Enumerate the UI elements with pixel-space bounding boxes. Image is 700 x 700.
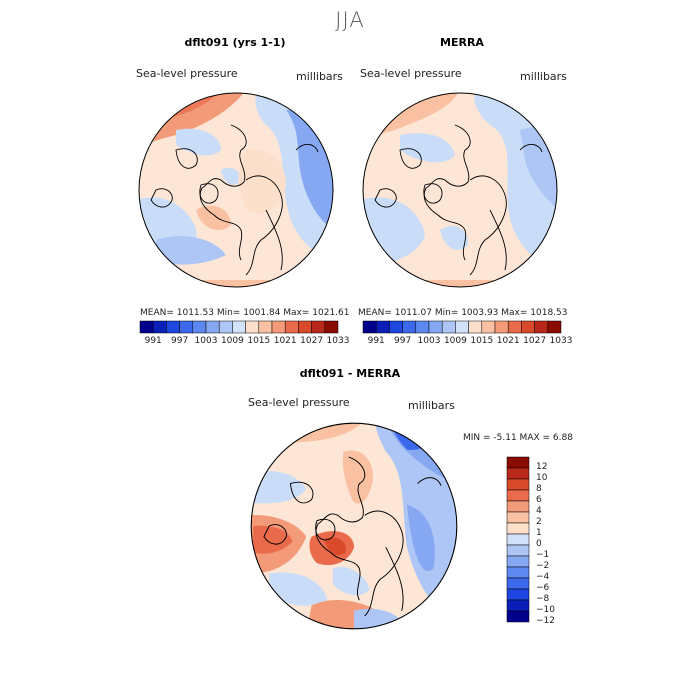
season-title: JJA xyxy=(335,8,365,32)
colorbar-swatch xyxy=(506,555,530,568)
units-label-diff: millibars xyxy=(408,399,455,412)
colorbar-swatch xyxy=(139,320,154,334)
colorbar-swatch xyxy=(218,320,233,334)
colorbar-tick-label: 997 xyxy=(171,336,189,346)
colorbar-tick-label: 4 xyxy=(536,506,542,516)
colorbar-swatch xyxy=(506,577,530,590)
colorbar-swatch xyxy=(506,599,530,612)
colorbar-tick-label: 1027 xyxy=(523,336,547,346)
colorbar-tick-label: −4 xyxy=(536,572,550,582)
stats-model: MEAN= 1011.53 Min= 1001.84 Max= 1021.61 xyxy=(140,308,350,318)
colorbar-swatch xyxy=(506,522,530,535)
colorbar-swatch xyxy=(362,320,377,334)
colorbar-tick-label: 2 xyxy=(536,517,542,527)
colorbar-swatch xyxy=(506,566,530,579)
colorbar-swatch xyxy=(402,320,417,334)
colorbar-swatch xyxy=(506,511,530,524)
colorbar-diff xyxy=(506,456,530,623)
colorbar-swatch xyxy=(152,320,167,334)
colorbar-tick-label: −8 xyxy=(536,594,550,604)
units-label-model: millibars xyxy=(296,70,343,83)
colorbar-swatch xyxy=(192,320,207,334)
colorbar-labels-diff: 12 10 8 6 4 2 1 0 −1 −2 −4 −6 −8 −10 −12 xyxy=(536,457,576,626)
colorbar-tick-label: −10 xyxy=(536,605,555,615)
colorbar-model xyxy=(139,320,339,334)
colorbar-tick-label: 1009 xyxy=(220,336,244,346)
colorbar-swatch xyxy=(506,533,530,546)
colorbar-swatch xyxy=(455,320,469,334)
colorbar-swatch xyxy=(506,489,530,502)
panel-title-diff: dflt091 - MERRA xyxy=(299,367,401,380)
colorbar-tick-label: 12 xyxy=(536,462,548,472)
stats-diff: MIN = -5.11 MAX = 6.88 xyxy=(463,433,573,443)
colorbar-tick-label: 1033 xyxy=(326,336,350,346)
colorbar-tick-label: 6 xyxy=(536,495,542,505)
colorbar-tick-label: 1009 xyxy=(443,336,467,346)
colorbar-swatch xyxy=(506,467,530,480)
colorbar-labels-obs: 991 997 1003 1009 1015 1021 1027 1033 xyxy=(363,336,573,348)
polar-map-obs xyxy=(362,92,558,288)
variable-label-diff: Sea-level pressure xyxy=(248,396,350,409)
colorbar-swatch xyxy=(494,320,509,334)
variable-label-model: Sea-level pressure xyxy=(136,67,238,80)
colorbar-swatch xyxy=(205,320,220,334)
units-label-obs: millibars xyxy=(520,70,567,83)
colorbar-swatch xyxy=(506,478,530,491)
colorbar-swatch xyxy=(507,320,522,334)
stats-obs: MEAN= 1011.07 Min= 1003.93 Max= 1018.53 xyxy=(358,308,568,318)
colorbar-tick-label: 991 xyxy=(144,336,162,346)
colorbar-swatch xyxy=(415,320,430,334)
colorbar-swatch xyxy=(441,320,456,334)
colorbar-swatch xyxy=(284,320,299,334)
colorbar-swatch xyxy=(166,320,180,334)
colorbar-tick-label: 1021 xyxy=(273,336,297,346)
colorbar-swatch xyxy=(428,320,443,334)
colorbar-obs xyxy=(362,320,562,334)
polar-map-diff xyxy=(250,422,458,630)
colorbar-swatch xyxy=(311,320,326,334)
colorbar-tick-label: 10 xyxy=(536,473,548,483)
colorbar-swatch xyxy=(298,320,312,334)
colorbar-swatch xyxy=(389,320,403,334)
colorbar-tick-label: 1021 xyxy=(496,336,520,346)
colorbar-swatch xyxy=(506,456,530,469)
colorbar-swatch xyxy=(468,320,483,334)
colorbar-swatch xyxy=(375,320,390,334)
panel-title-model: dflt091 (yrs 1-1) xyxy=(184,36,286,49)
colorbar-swatch xyxy=(258,320,273,334)
colorbar-tick-label: 1003 xyxy=(194,336,218,346)
colorbar-tick-label: −2 xyxy=(536,561,550,571)
colorbar-tick-label: −12 xyxy=(536,616,555,626)
colorbar-tick-label: 1015 xyxy=(470,336,494,346)
colorbar-swatch xyxy=(547,320,562,334)
colorbar-tick-label: 1015 xyxy=(247,336,271,346)
colorbar-swatch xyxy=(481,320,496,334)
polar-map-model xyxy=(138,92,334,288)
variable-label-obs: Sea-level pressure xyxy=(360,67,462,80)
colorbar-tick-label: 991 xyxy=(367,336,385,346)
colorbar-tick-label: 1033 xyxy=(549,336,573,346)
colorbar-swatch xyxy=(324,320,339,334)
colorbar-tick-label: −1 xyxy=(536,550,550,560)
colorbar-swatch xyxy=(245,320,260,334)
colorbar-tick-label: 1003 xyxy=(417,336,441,346)
colorbar-tick-label: −6 xyxy=(536,583,550,593)
colorbar-swatch xyxy=(271,320,286,334)
colorbar-swatch xyxy=(506,500,530,513)
colorbar-swatch xyxy=(521,320,535,334)
colorbar-tick-label: 1027 xyxy=(300,336,324,346)
colorbar-tick-label: 8 xyxy=(536,484,542,494)
colorbar-swatch xyxy=(179,320,194,334)
colorbar-swatch xyxy=(232,320,246,334)
colorbar-swatch xyxy=(506,544,530,557)
colorbar-swatch xyxy=(506,588,530,601)
colorbar-tick-label: 0 xyxy=(536,539,542,549)
colorbar-tick-label: 1 xyxy=(536,528,542,538)
colorbar-tick-label: 997 xyxy=(394,336,412,346)
panel-title-obs: MERRA xyxy=(440,36,484,49)
colorbar-swatch xyxy=(534,320,549,334)
colorbar-labels-model: 991 997 1003 1009 1015 1021 1027 1033 xyxy=(140,336,350,348)
colorbar-swatch xyxy=(506,610,530,623)
